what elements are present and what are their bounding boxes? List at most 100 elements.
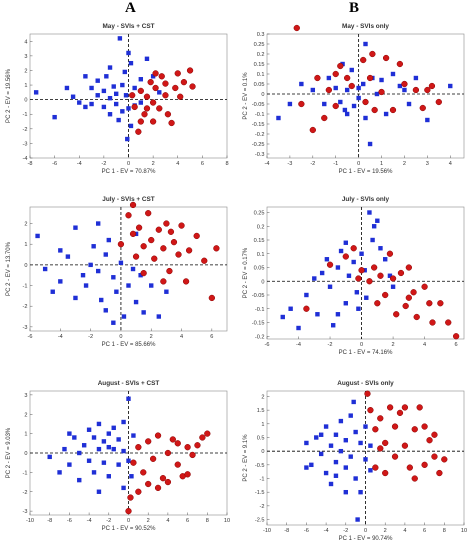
data-point-circle bbox=[413, 313, 420, 321]
data-point-square bbox=[141, 310, 146, 315]
data-point-square bbox=[351, 259, 356, 265]
y-tick-label: -2 bbox=[23, 490, 28, 496]
y-tick-label: -4 bbox=[23, 156, 28, 162]
data-point-circle bbox=[372, 426, 379, 433]
data-point-square bbox=[70, 94, 76, 99]
data-point-square bbox=[351, 399, 356, 405]
data-point-square bbox=[157, 90, 162, 95]
data-point-circle bbox=[160, 245, 167, 252]
data-point-square bbox=[344, 111, 350, 117]
data-point-circle bbox=[419, 104, 426, 112]
data-point-square bbox=[129, 474, 134, 479]
y-axis-label: PC 2 - EV = 9.03% bbox=[6, 427, 12, 478]
y-tick-label: -0.5 bbox=[255, 463, 265, 469]
data-point-square bbox=[131, 433, 136, 438]
data-point-circle bbox=[325, 86, 332, 94]
data-point-square bbox=[104, 74, 109, 79]
data-point-circle bbox=[125, 212, 132, 219]
x-tick-label: -4 bbox=[324, 528, 329, 534]
y-tick-label: -1 bbox=[260, 477, 265, 483]
y-tick-label: 0.15 bbox=[254, 238, 265, 244]
y-tick-label: -0.3 bbox=[255, 152, 265, 158]
data-point-square bbox=[89, 85, 94, 91]
data-point-circle bbox=[164, 478, 172, 486]
data-point-square bbox=[156, 314, 162, 319]
data-point-square bbox=[355, 517, 360, 522]
data-point-square bbox=[425, 117, 430, 123]
data-point-square bbox=[351, 103, 357, 109]
y-tick-label: 0.15 bbox=[254, 62, 265, 68]
data-point-square bbox=[299, 81, 304, 87]
data-point-square bbox=[309, 462, 314, 468]
data-point-circle bbox=[145, 480, 152, 488]
data-point-circle bbox=[137, 118, 144, 125]
data-point-square bbox=[111, 84, 116, 89]
data-point-circle bbox=[129, 201, 137, 209]
data-point-square bbox=[333, 473, 339, 478]
data-point-square bbox=[346, 273, 352, 278]
data-point-square bbox=[402, 87, 407, 93]
data-point-circle bbox=[386, 250, 394, 257]
data-point-square bbox=[363, 41, 368, 47]
data-point-square bbox=[356, 85, 361, 91]
data-point-square bbox=[314, 435, 319, 440]
y-tick-label: 2 bbox=[24, 68, 27, 74]
y-tick-label: 3 bbox=[24, 393, 27, 399]
data-point-circle bbox=[143, 93, 151, 100]
data-point-square bbox=[358, 440, 363, 446]
data-point-circle bbox=[174, 461, 181, 468]
plot-frame bbox=[29, 206, 228, 332]
data-point-square bbox=[58, 279, 63, 284]
data-point-circle bbox=[135, 224, 143, 231]
data-point-circle bbox=[194, 442, 201, 449]
data-point-circle bbox=[401, 442, 409, 449]
data-point-circle bbox=[160, 278, 167, 285]
column-label-a: A bbox=[125, 0, 136, 16]
data-point-square bbox=[86, 427, 92, 432]
data-point-circle bbox=[371, 106, 378, 114]
scatter-chart-august-svis-only: August - SVIs only-10 -8 -6 -4 -2 0 2 4 6 8 10-2.5… bbox=[243, 380, 467, 542]
y-tick-label: 0.3 bbox=[257, 32, 265, 38]
data-point-square bbox=[310, 87, 316, 93]
y-tick-label: 1 bbox=[24, 242, 27, 248]
data-point-square bbox=[83, 104, 88, 110]
data-point-square bbox=[81, 443, 87, 448]
data-point-square bbox=[116, 117, 121, 123]
data-point-square bbox=[126, 50, 131, 56]
y-tick-label: 0.2 bbox=[257, 224, 265, 230]
data-point-square bbox=[42, 266, 48, 272]
data-point-square bbox=[348, 413, 353, 418]
data-point-square bbox=[91, 244, 96, 249]
x-tick-label: -6 bbox=[265, 342, 270, 348]
data-point-square bbox=[132, 85, 137, 91]
data-point-square bbox=[116, 462, 121, 467]
data-point-circle bbox=[303, 305, 310, 312]
data-point-square bbox=[344, 87, 350, 93]
data-point-circle bbox=[298, 100, 305, 108]
data-point-square bbox=[125, 136, 130, 142]
data-point-square bbox=[111, 446, 116, 452]
data-point-square bbox=[343, 465, 348, 470]
scatter-chart-may-svis-cst: May - SVIs + CST -8 -6 -4 -2 0 2 4 6 8 -4 -3 -2 -1 0 1 2… bbox=[6, 23, 229, 175]
data-point-circle bbox=[170, 238, 178, 246]
data-point-square bbox=[343, 240, 348, 245]
x-tick-label: 2 bbox=[392, 342, 395, 348]
data-point-square bbox=[111, 320, 116, 325]
data-point-circle bbox=[366, 74, 374, 82]
data-point-square bbox=[86, 458, 92, 463]
data-point-circle bbox=[386, 404, 394, 411]
data-point-square bbox=[333, 432, 339, 437]
data-point-circle bbox=[117, 241, 125, 248]
data-point-square bbox=[72, 435, 77, 440]
data-point-square bbox=[138, 77, 144, 82]
x-tick-label: 6 bbox=[210, 334, 213, 340]
data-point-square bbox=[368, 468, 373, 473]
x-tick-label: 10 bbox=[461, 528, 467, 534]
x-tick-label: 4 bbox=[176, 161, 179, 167]
data-point-circle bbox=[435, 98, 442, 106]
data-point-circle bbox=[293, 24, 300, 32]
data-point-circle bbox=[360, 56, 367, 64]
data-point-square bbox=[106, 474, 111, 479]
data-point-square bbox=[406, 101, 412, 107]
data-point-circle bbox=[199, 434, 206, 441]
